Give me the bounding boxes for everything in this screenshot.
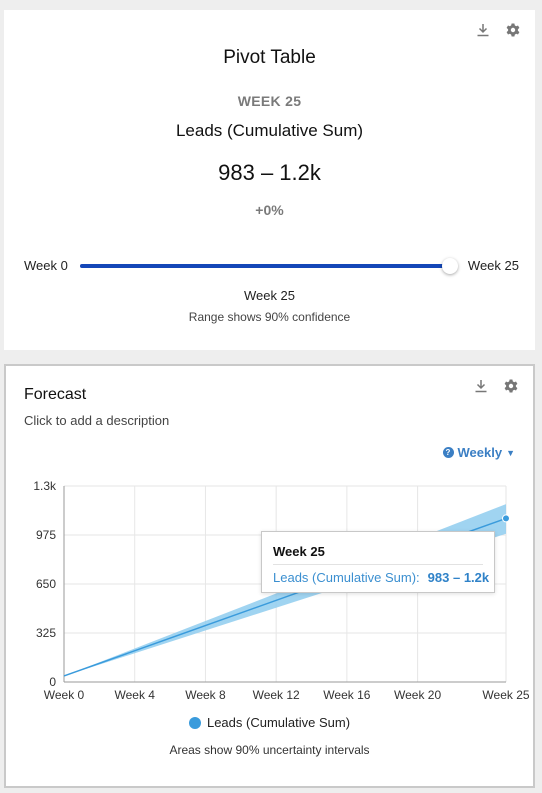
- forecast-card: 0 325 650 975 1.3k Week 0 Week 4 Week 8 Week 12 W…: [4, 364, 535, 788]
- forecast-card-toolbar: [473, 378, 519, 394]
- y-tick-label: 0: [49, 675, 56, 689]
- pivot-value-range: 983 – 1.2k: [218, 160, 321, 185]
- y-tick-label: 975: [36, 528, 56, 542]
- period-value: Weekly: [457, 445, 503, 460]
- uncertainty-note: Areas show 90% uncertainty intervals: [169, 743, 370, 757]
- pivot-metric-name: Leads (Cumulative Sum): [175, 121, 364, 140]
- y-tick-label: 1.3k: [33, 479, 57, 493]
- tooltip-value: 983 – 1.2k: [427, 570, 490, 585]
- y-tick-label: 325: [36, 626, 56, 640]
- x-tick-label: Week 16: [323, 688, 370, 702]
- data-point: [502, 514, 510, 523]
- download-icon[interactable]: [475, 22, 491, 38]
- tooltip-title: Week 25: [273, 544, 325, 559]
- forecast-title: Forecast: [24, 386, 87, 403]
- x-tick-label: Week 4: [114, 688, 155, 702]
- slider-max-label: Week 25: [467, 258, 519, 273]
- gear-icon[interactable]: [505, 22, 521, 38]
- slider-min-label: Week 0: [24, 258, 68, 273]
- caret-down-icon: ▼: [506, 447, 515, 458]
- x-tick-label: Week 12: [253, 688, 300, 702]
- help-icon[interactable]: ?: [442, 447, 454, 458]
- pivot-week-label: WEEK 25: [237, 93, 302, 109]
- slider-fill: [80, 264, 450, 268]
- pivot-change: +0%: [255, 202, 284, 218]
- period-dropdown[interactable]: ? Weekly ▼: [442, 445, 515, 460]
- gear-icon[interactable]: [503, 378, 519, 394]
- x-tick-label: Week 20: [394, 688, 441, 702]
- pivot-selected-week: Week 25: [243, 288, 296, 303]
- slider-handle[interactable]: [442, 258, 458, 274]
- y-tick-label: 650: [36, 577, 56, 591]
- x-tick-label: Week 25: [482, 688, 529, 702]
- tooltip-series-name: Leads (Cumulative Sum):: [273, 570, 420, 585]
- pivot-title: Pivot Table: [223, 47, 316, 68]
- chart-legend: Leads (Cumulative Sum): [6, 715, 533, 730]
- download-icon[interactable]: [473, 378, 489, 394]
- slider-track[interactable]: [80, 258, 458, 274]
- tooltip-row: Leads (Cumulative Sum): 983 – 1.2k: [273, 570, 489, 585]
- legend-label[interactable]: Leads (Cumulative Sum): [206, 715, 351, 730]
- x-tick-label: Week 8: [185, 688, 226, 702]
- pivot-table-card: Pivot Table WEEK 25 Leads (Cumulative Su…: [4, 10, 535, 350]
- tooltip-divider: [273, 564, 483, 565]
- pivot-card-toolbar: [475, 22, 521, 38]
- chart-tooltip: Week 25 Leads (Cumulative Sum): 983 – 1.2…: [261, 531, 495, 593]
- x-tick-label: Week 0: [44, 688, 85, 702]
- description-placeholder[interactable]: Click to add a description: [24, 413, 170, 428]
- week-slider: Week 0 Week 25: [24, 258, 519, 274]
- legend-swatch[interactable]: [188, 716, 201, 729]
- pivot-confidence-note: Range shows 90% confidence: [188, 310, 351, 324]
